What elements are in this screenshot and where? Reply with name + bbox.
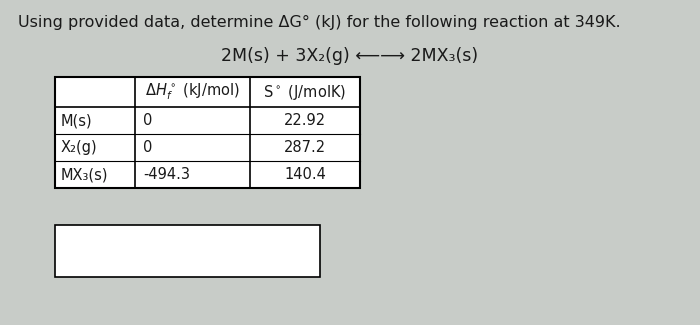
Text: X₂(g): X₂(g)	[61, 140, 97, 155]
Text: 287.2: 287.2	[284, 140, 326, 155]
Bar	[55, 225, 320, 277]
Text: 22.92: 22.92	[284, 113, 326, 128]
Text: M(s): M(s)	[61, 113, 92, 128]
Text: -494.3: -494.3	[143, 167, 190, 182]
Text: S$^\circ$ (J/molK): S$^\circ$ (J/molK)	[263, 83, 346, 101]
Text: $\Delta H^\circ_f$ (kJ/mol): $\Delta H^\circ_f$ (kJ/mol)	[145, 82, 240, 102]
Text: MX₃(s): MX₃(s)	[61, 167, 108, 182]
Text: 2M(s) + 3X₂(g) ⟵⟶ 2MX₃(s): 2M(s) + 3X₂(g) ⟵⟶ 2MX₃(s)	[221, 47, 479, 65]
Text: Using provided data, determine ΔG° (kJ) for the following reaction at 349K.: Using provided data, determine ΔG° (kJ) …	[18, 15, 621, 30]
Bar	[55, 77, 360, 188]
Text: 0: 0	[143, 140, 153, 155]
Text: 0: 0	[143, 113, 153, 128]
Bar	[55, 77, 360, 188]
Text: 140.4: 140.4	[284, 167, 326, 182]
